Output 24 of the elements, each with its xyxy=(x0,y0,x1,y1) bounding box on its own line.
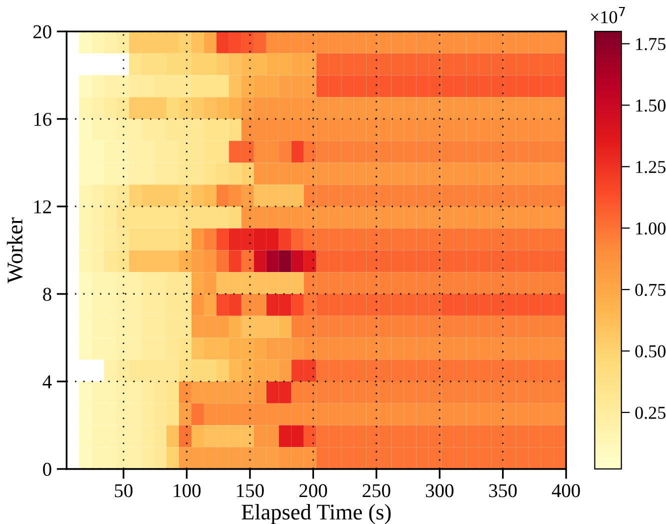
x-tick-label: 150 xyxy=(237,484,264,498)
x-tick-label: 100 xyxy=(174,484,201,498)
color-bar-label: 1.25 xyxy=(636,160,666,174)
color-bar-label: 0.50 xyxy=(635,345,666,358)
y-axis-title: Worker xyxy=(6,217,23,284)
y-tick-label: 0 xyxy=(43,462,52,476)
color-bar-label: 0.25 xyxy=(635,406,666,419)
x-tick-label: 250 xyxy=(362,484,390,498)
x-tick-label: 400 xyxy=(552,484,580,498)
color-bar-title: ×10$^{7}$ xyxy=(590,6,625,24)
y-tick-label: 16 xyxy=(34,112,52,126)
y-tick-label: 12 xyxy=(34,200,51,214)
y-tick-label: 4 xyxy=(42,375,52,388)
color-bar-label: 0.75 xyxy=(635,284,666,296)
x-axis-title: Elapsed Time (s) xyxy=(242,504,391,524)
color-bar-label: 1.75 xyxy=(636,38,666,50)
y-tick-label: 20 xyxy=(33,25,52,38)
x-tick-label: 350 xyxy=(489,484,517,498)
y-tick-label: 8 xyxy=(43,288,52,301)
color-bar-label: 1.00 xyxy=(636,222,666,235)
color-bar-label: 1.50 xyxy=(636,99,666,112)
x-tick-label: 300 xyxy=(426,484,454,498)
x-tick-label: 200 xyxy=(299,484,328,498)
x-tick-label: 50 xyxy=(114,484,132,498)
